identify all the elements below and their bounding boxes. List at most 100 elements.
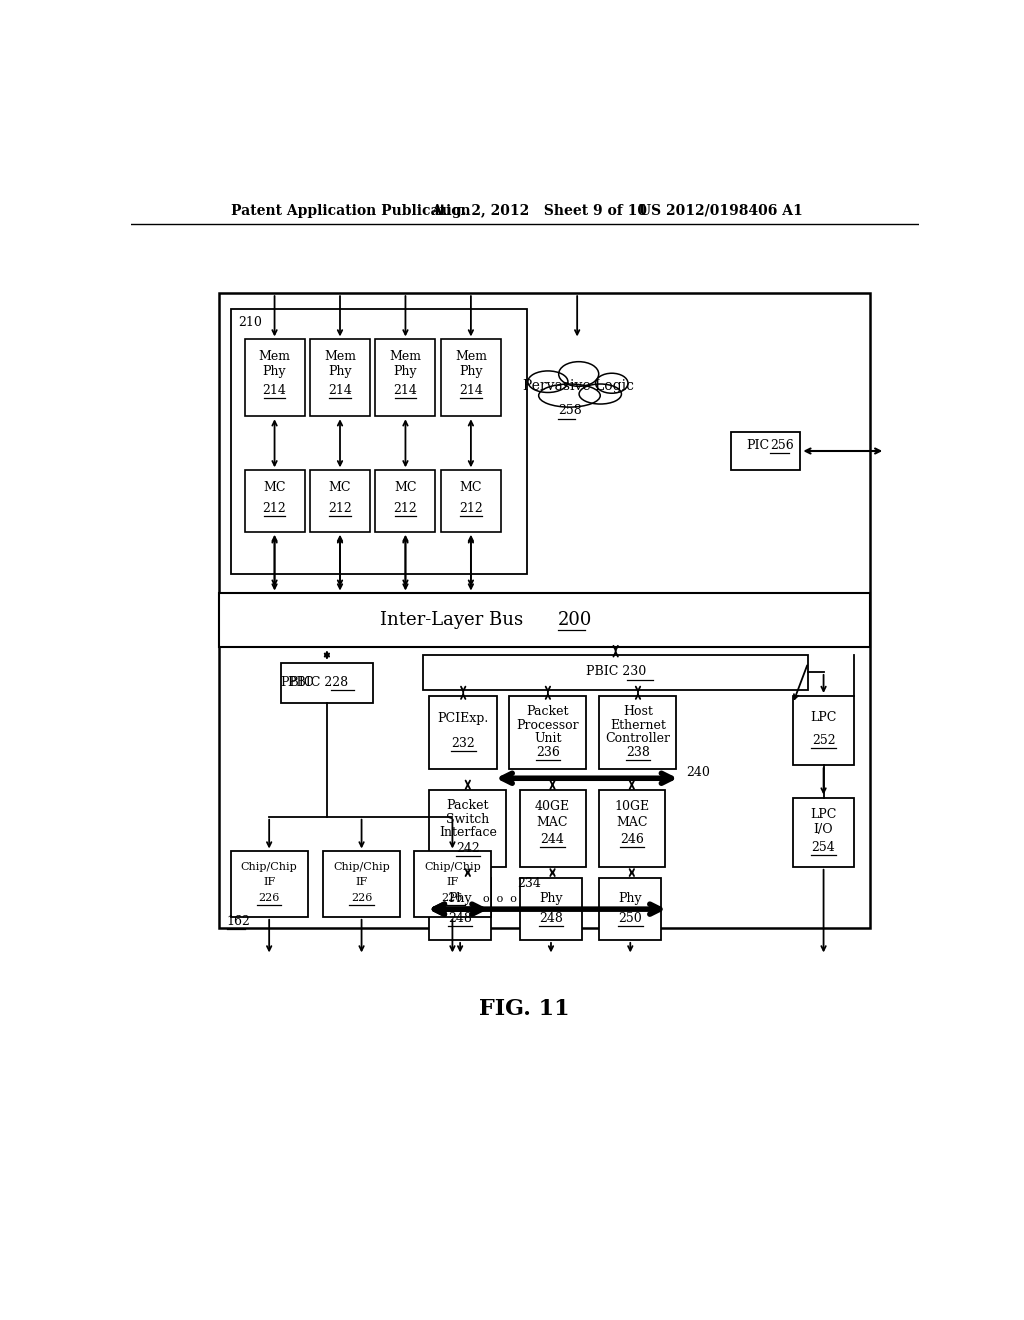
Text: 232: 232 (452, 737, 475, 750)
Text: Mem: Mem (455, 350, 486, 363)
Text: 252: 252 (812, 734, 836, 747)
Text: PIC: PIC (746, 440, 770, 453)
Text: 162: 162 (226, 915, 251, 928)
Text: 258: 258 (558, 404, 582, 417)
Text: Phy: Phy (459, 366, 482, 379)
Text: Aug. 2, 2012   Sheet 9 of 10: Aug. 2, 2012 Sheet 9 of 10 (431, 203, 647, 218)
Text: Host: Host (623, 705, 653, 718)
FancyBboxPatch shape (281, 663, 373, 702)
Text: 254: 254 (812, 841, 836, 854)
Text: MC: MC (460, 480, 482, 494)
Text: o  o  o: o o o (483, 894, 517, 904)
Text: Packet: Packet (446, 799, 489, 812)
Text: Phy: Phy (263, 366, 287, 379)
Text: I/O: I/O (814, 824, 834, 837)
Ellipse shape (539, 384, 600, 407)
FancyBboxPatch shape (423, 655, 808, 689)
Text: 256: 256 (770, 440, 795, 453)
Text: IF: IF (263, 878, 275, 887)
Text: Processor: Processor (516, 718, 580, 731)
Text: LPC: LPC (810, 808, 837, 821)
Text: 248: 248 (539, 912, 563, 925)
Text: 212: 212 (263, 502, 287, 515)
FancyBboxPatch shape (731, 432, 801, 470)
FancyBboxPatch shape (219, 594, 869, 647)
FancyBboxPatch shape (441, 470, 501, 532)
FancyBboxPatch shape (793, 696, 854, 766)
FancyBboxPatch shape (245, 470, 304, 532)
FancyBboxPatch shape (429, 878, 490, 940)
Ellipse shape (580, 384, 622, 404)
Text: 240: 240 (686, 766, 710, 779)
Text: 212: 212 (459, 502, 482, 515)
FancyBboxPatch shape (310, 339, 370, 416)
Text: US 2012/0198406 A1: US 2012/0198406 A1 (639, 203, 803, 218)
Ellipse shape (559, 362, 599, 387)
Text: 226: 226 (441, 892, 463, 903)
Text: 214: 214 (328, 384, 352, 397)
Ellipse shape (596, 374, 628, 393)
Text: 226: 226 (351, 892, 373, 903)
Text: PBIC 228: PBIC 228 (288, 676, 348, 689)
FancyBboxPatch shape (520, 878, 582, 940)
Text: Inter-Layer Bus: Inter-Layer Bus (380, 611, 528, 630)
Text: 226: 226 (258, 892, 280, 903)
Text: Controller: Controller (605, 731, 671, 744)
Text: Phy: Phy (393, 366, 417, 379)
FancyBboxPatch shape (599, 878, 662, 940)
Text: Switch: Switch (446, 813, 489, 825)
Text: Phy: Phy (328, 366, 352, 379)
Text: MC: MC (329, 480, 351, 494)
FancyBboxPatch shape (310, 470, 370, 532)
Text: 214: 214 (459, 384, 483, 397)
FancyBboxPatch shape (376, 470, 435, 532)
Text: IF: IF (446, 878, 459, 887)
FancyBboxPatch shape (323, 851, 400, 917)
Text: MAC: MAC (537, 816, 568, 829)
FancyBboxPatch shape (414, 851, 490, 917)
Text: 234: 234 (517, 878, 541, 890)
Text: PBIC: PBIC (282, 676, 317, 689)
Text: Unit: Unit (535, 731, 561, 744)
FancyBboxPatch shape (376, 339, 435, 416)
FancyBboxPatch shape (599, 696, 677, 770)
FancyBboxPatch shape (441, 339, 501, 416)
FancyBboxPatch shape (230, 309, 527, 574)
Text: Interface: Interface (439, 826, 497, 840)
Text: 214: 214 (262, 384, 287, 397)
Text: 210: 210 (239, 317, 262, 329)
FancyBboxPatch shape (599, 789, 665, 867)
Text: FIG. 11: FIG. 11 (479, 998, 570, 1020)
Text: Mem: Mem (389, 350, 422, 363)
Text: 212: 212 (328, 502, 352, 515)
Text: Mem: Mem (324, 350, 356, 363)
Ellipse shape (528, 371, 568, 392)
Text: Ethernet: Ethernet (610, 718, 666, 731)
Text: 244: 244 (541, 833, 564, 846)
FancyBboxPatch shape (520, 789, 586, 867)
FancyBboxPatch shape (429, 789, 506, 867)
Text: 248: 248 (449, 912, 472, 925)
Text: Patent Application Publication: Patent Application Publication (230, 203, 470, 218)
Text: MC: MC (394, 480, 417, 494)
Text: 242: 242 (456, 842, 479, 855)
Text: IF: IF (355, 878, 368, 887)
Text: Chip/Chip: Chip/Chip (424, 862, 481, 871)
FancyBboxPatch shape (245, 339, 304, 416)
Text: Packet: Packet (526, 705, 569, 718)
FancyBboxPatch shape (230, 851, 307, 917)
Text: LPC: LPC (810, 711, 837, 723)
Text: 212: 212 (393, 502, 418, 515)
Text: Mem: Mem (258, 350, 291, 363)
Text: Phy: Phy (449, 892, 472, 906)
Text: Phy: Phy (618, 892, 642, 906)
FancyBboxPatch shape (793, 797, 854, 867)
FancyBboxPatch shape (429, 696, 497, 770)
Text: 236: 236 (536, 746, 560, 759)
FancyBboxPatch shape (219, 293, 869, 928)
Text: 214: 214 (393, 384, 418, 397)
Text: Chip/Chip: Chip/Chip (333, 862, 390, 871)
Text: 200: 200 (558, 611, 592, 630)
Text: Pervasive Logic: Pervasive Logic (523, 379, 634, 393)
FancyBboxPatch shape (509, 696, 587, 770)
